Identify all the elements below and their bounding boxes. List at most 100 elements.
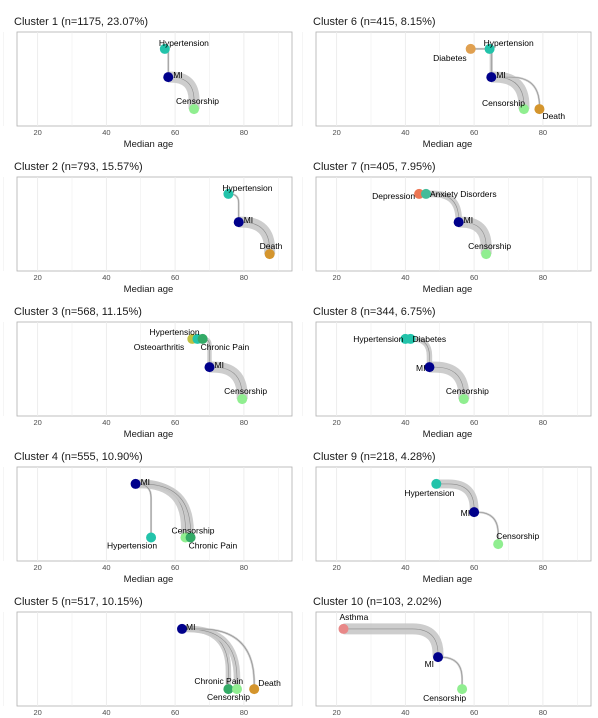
node-label: Osteoarthritis: [134, 342, 185, 352]
node-point: [424, 362, 435, 373]
x-tick-label: 60: [171, 708, 179, 717]
panel-title: Cluster 1 (n=1175, 23.07%): [14, 16, 148, 28]
node-label: Censorship: [207, 692, 250, 702]
node-label: MI: [425, 659, 434, 669]
node-point: [469, 507, 480, 518]
x-tick-label: 40: [401, 128, 409, 137]
panel-title: Cluster 8 (n=344, 6.75%): [313, 306, 436, 318]
node-point: [237, 394, 248, 405]
node-label: Anxiety Disorders: [430, 189, 497, 199]
cluster-panel: Cluster 6 (n=415, 8.15%) 20 40 60 80 Median a…: [302, 16, 592, 150]
x-axis-label: Median age: [423, 139, 473, 150]
x-axis-label: Median age: [124, 429, 174, 440]
node-label: Death: [260, 241, 283, 251]
node-label: Chronic Pain: [189, 541, 238, 551]
node-point: [465, 43, 476, 54]
x-tick-label: 60: [470, 128, 478, 137]
node-point: [457, 684, 468, 695]
x-tick-label: 40: [102, 708, 110, 717]
node-point: [159, 43, 170, 54]
panel-title: Cluster 10 (n=103, 2.02%): [313, 596, 442, 608]
node-label: MI: [215, 360, 224, 370]
node-point: [338, 623, 349, 634]
node-point: [197, 333, 208, 344]
x-tick-label: 80: [240, 708, 248, 717]
node-label: Censorship: [482, 98, 525, 108]
x-axis-label: Median age: [423, 429, 473, 440]
x-axis-label: Median age: [124, 574, 174, 585]
node-label: Hypertension: [404, 488, 454, 498]
node-point: [433, 652, 444, 663]
x-axis-label: Median age: [124, 284, 174, 295]
node-point: [264, 249, 275, 260]
panel-title: Cluster 5 (n=517, 10.15%): [14, 596, 143, 608]
node-label: MI: [186, 622, 195, 632]
x-tick-label: 20: [332, 273, 340, 282]
x-tick-label: 80: [539, 273, 547, 282]
cluster-panel: Cluster 1 (n=1175, 23.07%) 20 40 60 80 Median…: [3, 16, 293, 150]
node-point: [484, 43, 495, 54]
node-label: MI: [244, 215, 253, 225]
plot-panel: [315, 176, 592, 272]
node-label: Chronic Pain: [194, 676, 243, 686]
x-tick-label: 40: [102, 563, 110, 572]
cluster-panel: Cluster 5 (n=517, 10.15%)20406080Median …: [3, 596, 293, 717]
panel-title: Cluster 3 (n=568, 11.15%): [14, 306, 142, 318]
node-label: Censorship: [423, 693, 466, 703]
node-point: [493, 539, 504, 550]
panel-title: Cluster 9 (n=218, 4.28%): [313, 451, 436, 463]
x-tick-label: 20: [33, 128, 41, 137]
node-point: [486, 72, 497, 83]
node-point: [130, 478, 141, 489]
x-tick-label: 60: [171, 418, 179, 427]
node-label: Hypertension: [484, 38, 534, 48]
x-tick-label: 20: [332, 563, 340, 572]
x-tick-label: 20: [33, 273, 41, 282]
x-tick-label: 20: [332, 418, 340, 427]
node-point: [453, 217, 464, 228]
x-axis-label: Median age: [423, 574, 473, 585]
node-label: Censorship: [171, 526, 214, 536]
x-tick-label: 80: [240, 128, 248, 137]
x-tick-label: 80: [539, 128, 547, 137]
panel-title: Cluster 7 (n=405, 7.95%): [313, 161, 436, 173]
node-label: MI: [461, 508, 470, 518]
node-point: [163, 72, 174, 83]
node-point: [518, 104, 529, 115]
node-point: [405, 333, 416, 344]
x-tick-label: 40: [401, 273, 409, 282]
node-label: MI: [496, 70, 505, 80]
x-tick-label: 40: [401, 708, 409, 717]
x-tick-label: 60: [470, 708, 478, 717]
node-point: [534, 104, 545, 115]
x-tick-label: 40: [401, 418, 409, 427]
node-point: [431, 478, 442, 489]
node-label: Censorship: [496, 531, 539, 541]
cluster-panel: Cluster 8 (n=344, 6.75%) 20 40 60 80 Median a…: [302, 306, 592, 440]
x-tick-label: 80: [539, 418, 547, 427]
node-point: [481, 249, 492, 260]
x-axis-label: Median age: [423, 284, 473, 295]
node-label: Hypertension: [159, 38, 209, 48]
node-point: [177, 623, 187, 634]
node-label: Diabetes: [433, 53, 467, 63]
node-label: Depression: [372, 191, 415, 201]
panel-title: Cluster 4 (n=555, 10.90%): [14, 451, 143, 463]
x-tick-label: 40: [102, 418, 110, 427]
node-point: [249, 684, 260, 695]
x-tick-label: 20: [332, 708, 340, 717]
node-point: [146, 532, 157, 543]
node-point: [232, 684, 242, 695]
plot-panel: [16, 31, 293, 127]
x-tick-label: 60: [171, 273, 179, 282]
node-label: Asthma: [340, 612, 369, 622]
node-label: Hypertension: [149, 327, 199, 337]
node-point: [414, 188, 425, 199]
node-label: Death: [542, 111, 565, 121]
x-tick-label: 60: [470, 418, 478, 427]
node-point: [223, 188, 234, 199]
cluster-panel: Cluster 9 (n=218, 4.28%) 20 40 60 80 Median a…: [302, 451, 592, 585]
panel-title: Cluster 6 (n=415, 8.15%): [313, 16, 436, 28]
node-point: [223, 684, 234, 695]
x-axis-label: Median age: [124, 139, 174, 150]
